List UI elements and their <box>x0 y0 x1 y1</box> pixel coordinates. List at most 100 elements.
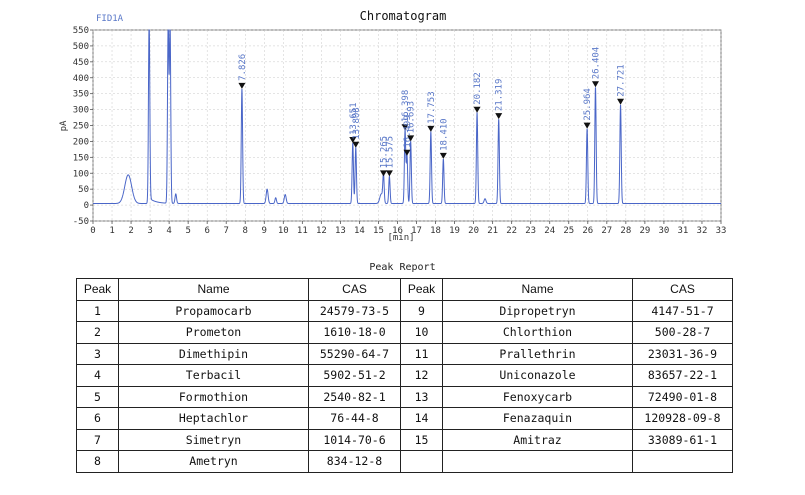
x-tick-label: 16 <box>392 226 403 236</box>
peak-label: 13.808 <box>352 107 362 140</box>
peak-marker <box>401 124 409 131</box>
peak-marker <box>495 113 503 120</box>
peak-marker <box>591 81 599 88</box>
detector-label: FID1A <box>96 14 124 24</box>
table-cell: 83657-22-1 <box>632 364 733 387</box>
table-cell: 9 <box>400 299 443 322</box>
table-row: 5 Formothion 2540-82-1 13 Fenoxycarb 72490-01… <box>76 385 733 408</box>
table-cell: 2 <box>76 321 119 344</box>
x-tick-label: 21 <box>487 226 498 236</box>
table-cell: 5 <box>76 385 119 408</box>
peak-label: 7.826 <box>238 54 248 81</box>
peak-label: 26.404 <box>591 47 601 80</box>
x-tick-label: 3 <box>147 226 152 236</box>
x-tick-label: 33 <box>716 226 727 236</box>
peak-label: 15.575 <box>385 136 395 169</box>
table-cell: 4147-51-7 <box>632 299 733 322</box>
table-cell: Prallethrin <box>442 342 633 365</box>
peak-marker <box>473 106 481 113</box>
table-cell: Fenazaquin <box>442 407 633 430</box>
table-cell: Amitraz <box>442 428 633 451</box>
x-tick-label: 4 <box>166 226 171 236</box>
table-cell: Dimethipin <box>118 342 309 365</box>
table-cell: Dipropetryn <box>442 299 633 322</box>
table-cell: 1 <box>76 299 119 322</box>
table-cell <box>632 450 733 473</box>
x-tick-label: 24 <box>544 226 555 236</box>
table-cell: Fenoxycarb <box>442 385 633 408</box>
y-tick-label: 450 <box>73 58 89 68</box>
table-cell: 6 <box>76 407 119 430</box>
y-tick-label: 50 <box>78 185 89 195</box>
table-cell: 12 <box>400 364 443 387</box>
table-cell: 5902-51-2 <box>308 364 401 387</box>
peak-marker <box>427 125 435 132</box>
x-tick-label: 18 <box>430 226 441 236</box>
table-cell: 7 <box>76 428 119 451</box>
header-cell: CAS <box>308 278 401 301</box>
peak-marker <box>385 170 393 177</box>
table-cell: Ametryn <box>118 450 309 473</box>
table-cell: 24579-73-5 <box>308 299 401 322</box>
y-tick-label: 300 <box>73 106 89 116</box>
x-tick-label: 27 <box>601 226 612 236</box>
x-tick-label: 23 <box>525 226 536 236</box>
x-tick-label: 17 <box>411 226 422 236</box>
table-cell: 834-12-8 <box>308 450 401 473</box>
x-tick-label: 22 <box>506 226 517 236</box>
x-tick-label: 25 <box>563 226 574 236</box>
table-cell: 1014-70-6 <box>308 428 401 451</box>
y-tick-label: 150 <box>73 153 89 163</box>
table-cell: 8 <box>76 450 119 473</box>
peak-label: 16.398 <box>401 90 411 123</box>
peak-label: 17.753 <box>427 91 437 124</box>
x-tick-label: 5 <box>185 226 190 236</box>
table-cell <box>400 450 443 473</box>
report-title: Peak Report <box>369 262 436 273</box>
header-cell: Name <box>118 278 309 301</box>
y-tick-label: 350 <box>73 90 89 100</box>
x-tick-label: 30 <box>658 226 669 236</box>
x-tick-label: 32 <box>697 226 708 236</box>
table-cell: 15 <box>400 428 443 451</box>
chart-title: Chromatogram <box>360 9 447 23</box>
x-tick-label: 26 <box>582 226 593 236</box>
peak-label: 25.964 <box>583 88 593 121</box>
x-tick-label: 11 <box>297 226 308 236</box>
y-tick-label: 200 <box>73 137 89 147</box>
table-cell: 2540-82-1 <box>308 385 401 408</box>
table-cell: 76-44-8 <box>308 407 401 430</box>
x-tick-label: 28 <box>620 226 631 236</box>
y-tick-label: 0 <box>84 201 89 211</box>
x-tick-label: 9 <box>262 226 267 236</box>
table-row: 4 Terbacil 5902-51-2 12 Uniconazole 83657-22-… <box>76 364 733 387</box>
y-tick-label: 550 <box>73 26 89 36</box>
peak-label: 16.693 <box>407 101 417 134</box>
table-cell: 14 <box>400 407 443 430</box>
table-row: 1 Propamocarb 24579-73-5 9 Dipropetryn 4147-5… <box>76 299 733 322</box>
table-cell: 10 <box>400 321 443 344</box>
table-row: 8 Ametryn 834-12-8 <box>76 450 733 473</box>
peak-marker <box>403 149 411 156</box>
peak-marker <box>583 122 591 129</box>
table-cell: Heptachlor <box>118 407 309 430</box>
peak-label: 15.265 <box>379 136 389 169</box>
y-tick-label: 250 <box>73 122 89 132</box>
x-tick-label: 1 <box>109 226 114 236</box>
header-cell: Peak <box>400 278 443 301</box>
peak-label: 16.499 <box>403 115 413 148</box>
table-cell: 120928-09-8 <box>632 407 733 430</box>
table-cell: 55290-64-7 <box>308 342 401 365</box>
x-tick-label: 19 <box>449 226 460 236</box>
peak-label: 18.410 <box>439 118 449 151</box>
peak-marker <box>352 141 360 148</box>
peak-label: 20.182 <box>473 72 483 105</box>
table-cell: 72490-01-8 <box>632 385 733 408</box>
y-tick-label: 400 <box>73 74 89 84</box>
table-cell: Prometon <box>118 321 309 344</box>
table-cell: Simetryn <box>118 428 309 451</box>
header-cell: Name <box>442 278 633 301</box>
chromatogram-chart: Chromatogram FID1A pA [min] -50050100150… <box>59 9 727 243</box>
